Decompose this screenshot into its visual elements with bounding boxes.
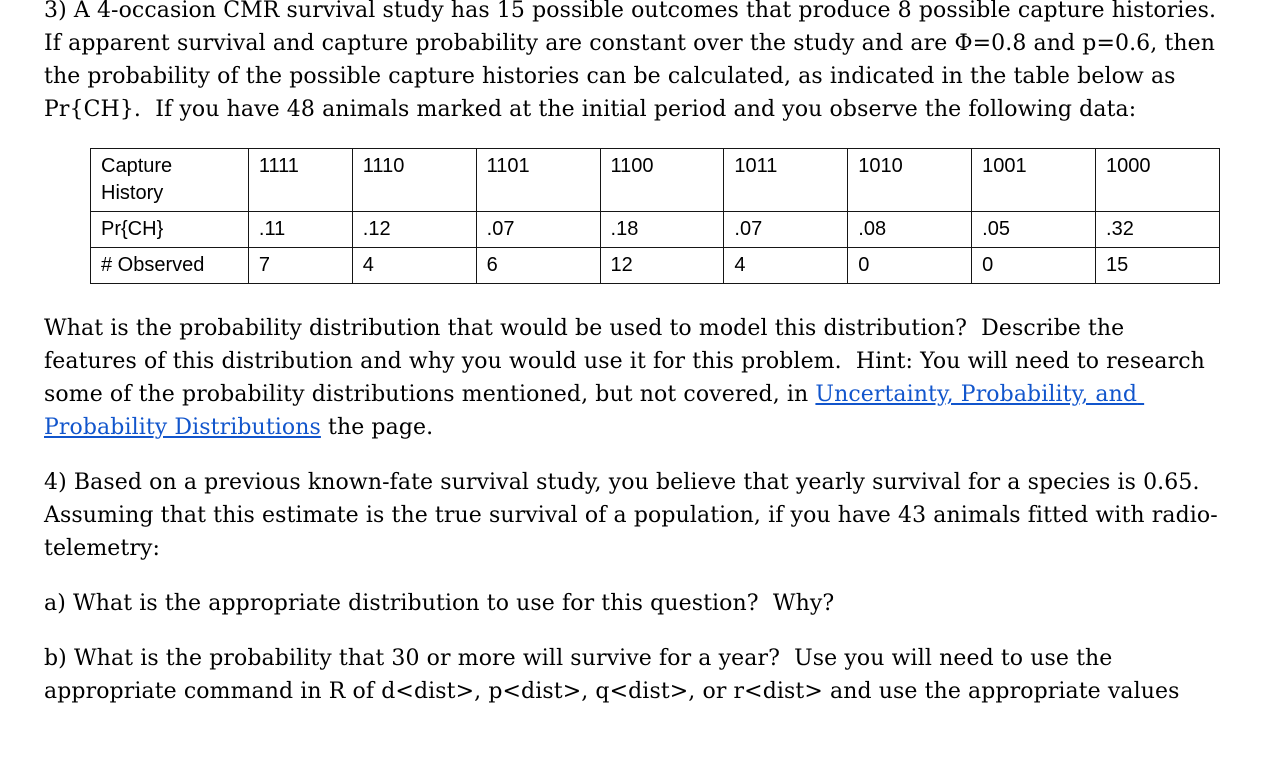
- pr-ch-value: .11: [247, 211, 353, 248]
- observed-value: 12: [599, 247, 725, 284]
- row-label-capture-history: Capture History: [90, 148, 249, 212]
- observed-value: 0: [971, 247, 1097, 284]
- question-4-intro: 4) Based on a previous known-fate surviv…: [44, 470, 1218, 561]
- capture-history-value: 1001: [971, 148, 1097, 212]
- pr-ch-value: .08: [847, 211, 973, 248]
- pr-ch-value: .12: [351, 211, 477, 248]
- capture-history-value: 1011: [723, 148, 849, 212]
- table-row-observed: # Observed 7 4 6 12 4 0 0 15: [90, 247, 1220, 284]
- table-row-capture-history: Capture History 1111 1110 1101 1100 1011…: [90, 148, 1220, 212]
- prompt-text-before-link: What is the probability distribution tha…: [44, 316, 1213, 407]
- capture-history-value: 1010: [847, 148, 973, 212]
- capture-history-table: Capture History 1111 1110 1101 1100 1011…: [90, 148, 1220, 284]
- observed-value: 15: [1095, 247, 1220, 284]
- table-row-pr-ch: Pr{CH} .11 .12 .07 .18 .07 .08 .05 .32: [90, 211, 1220, 248]
- row-label-observed: # Observed: [90, 247, 249, 284]
- observed-value: 4: [723, 247, 849, 284]
- pr-ch-value: .07: [723, 211, 849, 248]
- observed-value: 7: [247, 247, 353, 284]
- pr-ch-value: .07: [475, 211, 601, 248]
- question-4-part-b: b) What is the probability that 30 or mo…: [44, 646, 1180, 704]
- question-3-intro: 3) A 4-occasion CMR survival study has 1…: [44, 0, 1224, 122]
- prompt-text-after-link: the page.: [320, 415, 434, 440]
- capture-history-value: 1110: [351, 148, 477, 212]
- capture-history-value: 1111: [247, 148, 353, 212]
- pr-ch-value: .32: [1095, 211, 1220, 248]
- pr-ch-value: .18: [599, 211, 725, 248]
- observed-value: 6: [475, 247, 601, 284]
- distributions-page-link[interactable]: Uncertainty, Probability, and Probabilit…: [44, 382, 1145, 440]
- capture-history-value: 1000: [1095, 148, 1220, 212]
- pr-ch-value: .05: [971, 211, 1097, 248]
- row-label-pr-ch: Pr{CH}: [90, 211, 249, 248]
- question-3-prompt: What is the probability distribution tha…: [44, 312, 1220, 444]
- observed-value: 0: [847, 247, 973, 284]
- observed-value: 4: [351, 247, 477, 284]
- capture-history-value: 1101: [475, 148, 601, 212]
- capture-history-value: 1100: [599, 148, 725, 212]
- question-4-part-a: a) What is the appropriate distribution …: [44, 591, 835, 616]
- document-page: 3) A 4-occasion CMR survival study has 1…: [44, 0, 1224, 704]
